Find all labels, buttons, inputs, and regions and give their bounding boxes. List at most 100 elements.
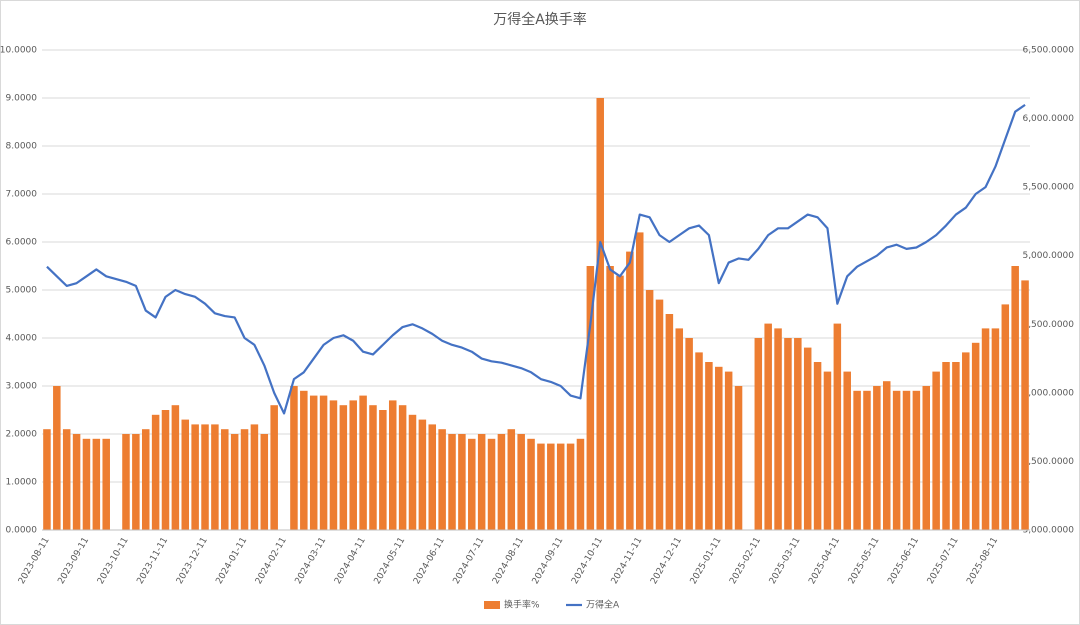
bar [695, 352, 703, 530]
bar [1001, 304, 1010, 530]
bar [221, 429, 229, 530]
bar [774, 328, 782, 530]
bar [250, 424, 259, 530]
bar [892, 390, 901, 530]
bar [803, 347, 812, 530]
bar [902, 390, 911, 530]
bar [794, 338, 802, 530]
bar [863, 390, 871, 530]
bar [1021, 280, 1029, 530]
bar [784, 338, 792, 530]
legend-label: 万得全A [586, 599, 620, 611]
bar [764, 323, 772, 530]
bar [181, 419, 190, 530]
bar [349, 400, 357, 530]
bar [537, 443, 545, 530]
bar [82, 438, 91, 530]
bar [932, 371, 940, 530]
y-tick-label: 8.0000 [6, 142, 38, 152]
bar [191, 424, 199, 530]
bar [705, 362, 713, 530]
bar [53, 386, 61, 530]
bar [201, 424, 209, 530]
bar [873, 386, 881, 530]
bar [1011, 266, 1019, 530]
bar [240, 429, 249, 530]
bar [260, 434, 269, 530]
bar [141, 429, 150, 530]
bar [300, 390, 308, 530]
bar [122, 434, 130, 530]
bar [754, 338, 763, 530]
bar [379, 410, 387, 530]
bar [458, 434, 466, 530]
bar [843, 371, 851, 530]
y2-tick-label: 5,000.0000 [1022, 251, 1074, 261]
bar [616, 275, 624, 530]
bar [606, 266, 614, 530]
y-tick-label: 7.0000 [6, 190, 38, 200]
bar [922, 386, 931, 530]
bar [586, 266, 595, 530]
bar [547, 443, 555, 530]
bar [991, 328, 1000, 530]
y2-tick-label: 3,000.0000 [1022, 526, 1074, 536]
bar [971, 342, 980, 530]
bar [596, 98, 604, 530]
bar [398, 405, 407, 530]
y2-tick-label: 5,500.0000 [1022, 183, 1074, 193]
bar [853, 390, 861, 530]
bar [43, 429, 51, 530]
bar [665, 314, 674, 530]
bar [517, 434, 525, 530]
chart-title: 万得全A换手率 [493, 11, 587, 28]
bar [270, 405, 278, 530]
bar [468, 438, 476, 530]
y2-tick-label: 4,500.0000 [1022, 320, 1074, 330]
bar [388, 400, 397, 530]
bar [507, 429, 516, 530]
bar [952, 362, 960, 530]
bar [477, 434, 486, 530]
legend-swatch [484, 601, 500, 609]
bar [438, 429, 446, 530]
bar [833, 323, 842, 530]
bar [645, 290, 654, 530]
bar [309, 395, 318, 530]
bar [942, 362, 950, 530]
y-tick-label: 0.0000 [6, 526, 38, 536]
bar [635, 232, 644, 530]
y-tick-label: 4.0000 [6, 334, 38, 344]
bar [566, 443, 575, 530]
bar [102, 438, 110, 530]
bar [556, 443, 565, 530]
bar [329, 400, 338, 530]
bar [62, 429, 71, 530]
y-tick-label: 6.0000 [6, 238, 38, 248]
bar [132, 434, 140, 530]
bar [981, 328, 990, 530]
legend-label: 换手率% [504, 599, 540, 611]
bar [655, 299, 664, 530]
bar [418, 419, 427, 530]
y2-tick-label: 4,000.0000 [1022, 388, 1074, 398]
y2-tick-label: 6,000.0000 [1022, 114, 1074, 124]
y2-tick-label: 6,500.0000 [1022, 46, 1074, 56]
bar [497, 434, 506, 530]
y-tick-label: 3.0000 [6, 382, 38, 392]
bar [715, 366, 723, 530]
bar [230, 434, 239, 530]
bar [675, 328, 684, 530]
bar [369, 405, 377, 530]
line [46, 103, 1026, 415]
bar [92, 438, 101, 530]
y-tick-label: 1.0000 [6, 478, 38, 488]
bar [448, 434, 456, 530]
y-tick-label: 2.0000 [6, 430, 38, 440]
bar [428, 424, 437, 530]
bar [626, 251, 634, 530]
bar [527, 438, 535, 530]
bar [211, 424, 219, 530]
